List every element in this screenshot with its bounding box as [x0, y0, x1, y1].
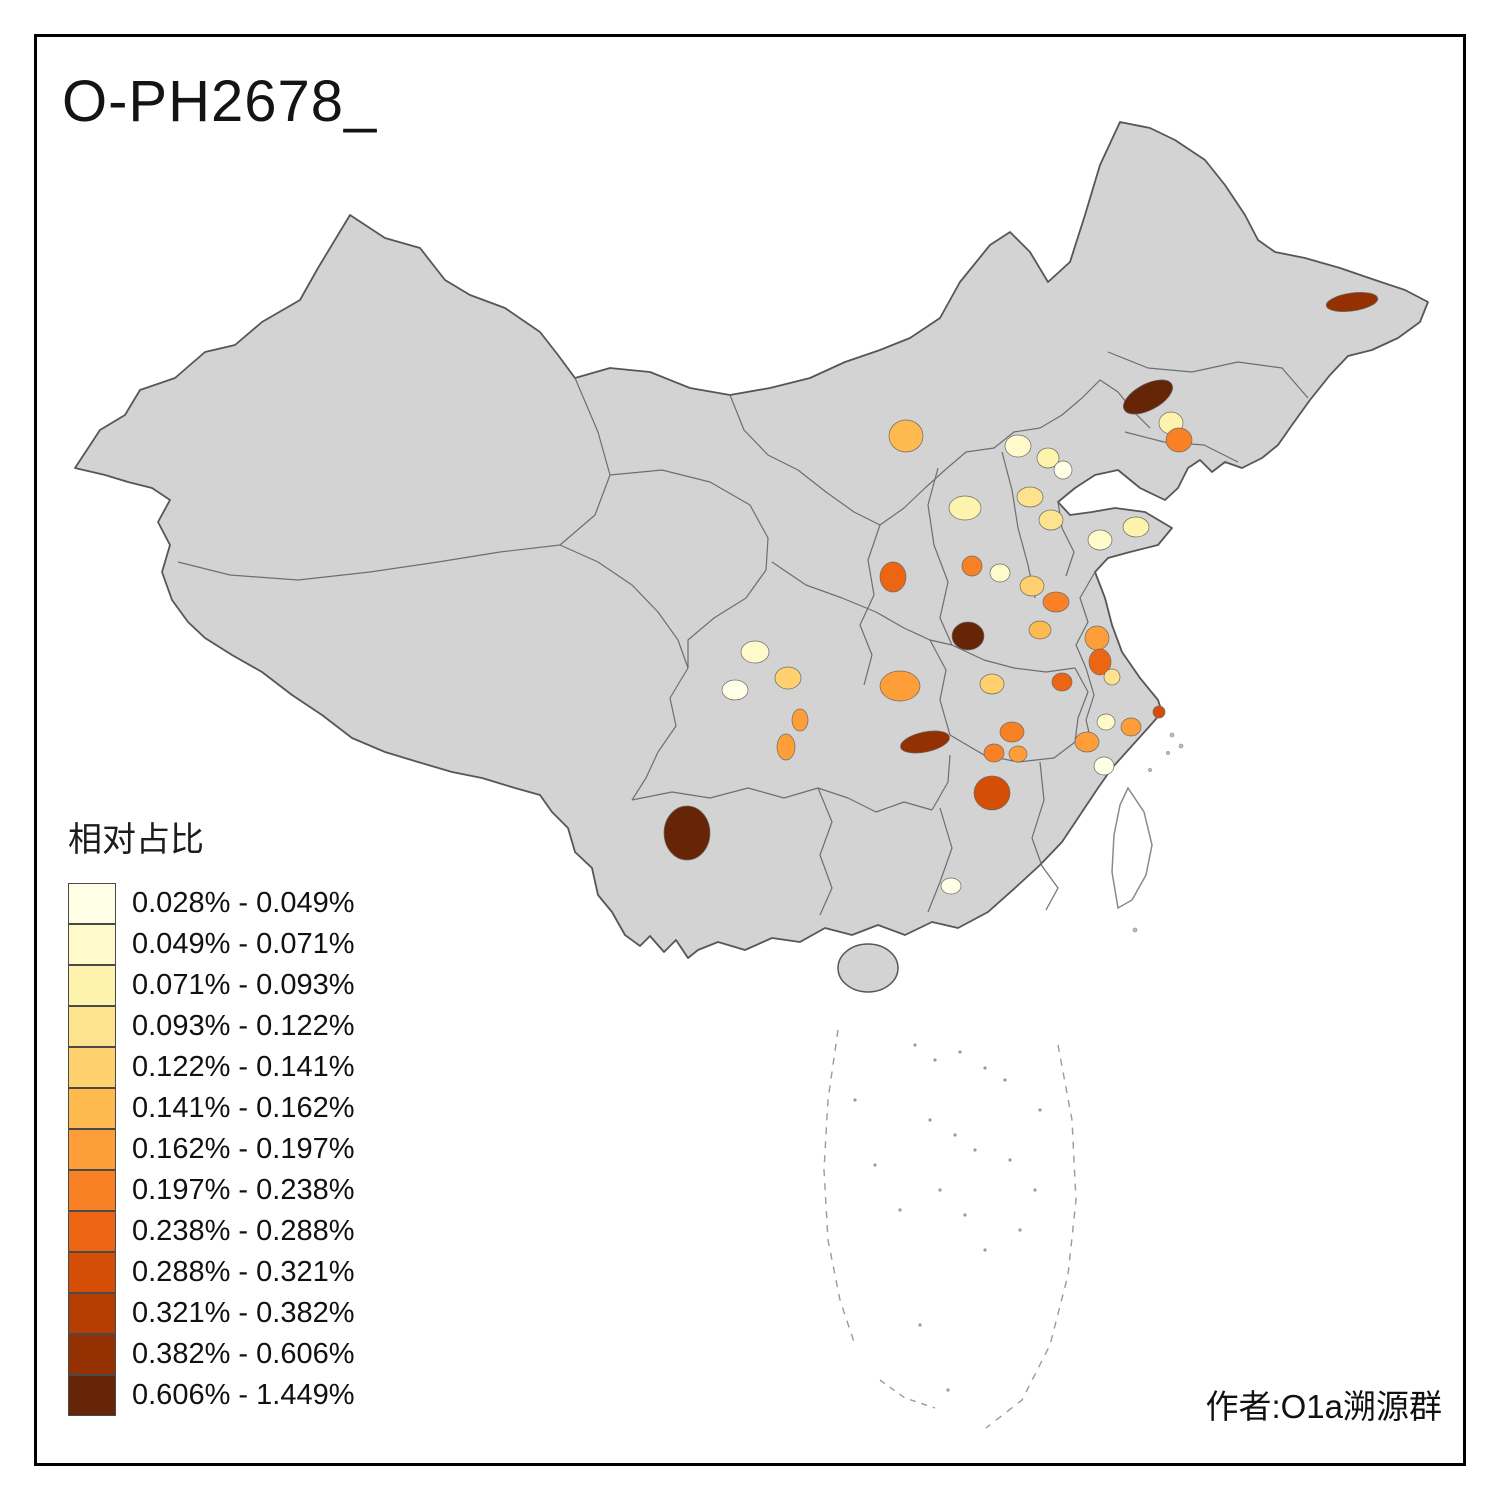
map-region [1093, 756, 1115, 776]
legend-swatch [68, 1088, 116, 1129]
south-china-sea-marks [823, 1029, 1077, 1429]
legend-row: 0.197% - 0.238% [68, 1170, 354, 1211]
map-region [973, 775, 1011, 811]
legend-swatch [68, 1252, 116, 1293]
legend-swatch [68, 924, 116, 965]
map-region [888, 419, 924, 453]
legend-row: 0.028% - 0.049% [68, 883, 354, 924]
map-region [1019, 575, 1045, 597]
map-region [1008, 745, 1028, 763]
map-region [1096, 713, 1116, 731]
map-region [1016, 486, 1044, 508]
legend-row: 0.093% - 0.122% [68, 1006, 354, 1047]
map-region [1122, 516, 1150, 538]
map-region [1053, 460, 1073, 480]
map-region [1123, 379, 1173, 415]
map-region [1152, 705, 1166, 719]
legend-label: 0.382% - 0.606% [132, 1338, 355, 1370]
map-region [1103, 668, 1121, 686]
map-region [1165, 427, 1193, 453]
legend-swatch [68, 1006, 116, 1047]
legend-swatch [68, 883, 116, 924]
map-region [999, 721, 1025, 743]
map-region [879, 561, 907, 593]
coastal-islands [1132, 732, 1184, 933]
map-region [774, 666, 802, 690]
map-region [879, 670, 921, 702]
legend-swatch [68, 1129, 116, 1170]
legend-label: 0.141% - 0.162% [132, 1092, 355, 1124]
legend-swatch [68, 1375, 116, 1416]
map-region [791, 708, 809, 732]
legend-row: 0.321% - 0.382% [68, 1293, 354, 1334]
map-region [948, 495, 982, 521]
legend-label: 0.122% - 0.141% [132, 1051, 355, 1083]
map-region [979, 673, 1005, 695]
map-region [1038, 509, 1064, 531]
legend-row: 0.071% - 0.093% [68, 965, 354, 1006]
legend-label: 0.162% - 0.197% [132, 1133, 355, 1165]
legend-label: 0.028% - 0.049% [132, 887, 355, 919]
legend-swatch [68, 1334, 116, 1375]
legend-label: 0.071% - 0.093% [132, 969, 355, 1001]
page-title: O-PH2678_ [62, 69, 378, 134]
map-region [951, 621, 985, 651]
legend-swatch [68, 1170, 116, 1211]
map-region [1120, 717, 1142, 737]
map-region [900, 730, 950, 754]
map-region [663, 805, 711, 861]
legend-label: 0.321% - 0.382% [132, 1297, 355, 1329]
map-region [776, 733, 796, 761]
map-region [1004, 434, 1032, 458]
legend-swatch [68, 1047, 116, 1088]
map-region [1028, 620, 1052, 640]
legend-row: 0.049% - 0.071% [68, 924, 354, 965]
legend-row: 0.288% - 0.321% [68, 1252, 354, 1293]
legend-row: 0.606% - 1.449% [68, 1375, 354, 1416]
map-region [1074, 731, 1100, 753]
legend-row: 0.162% - 0.197% [68, 1129, 354, 1170]
legend-items: 0.028% - 0.049% 0.049% - 0.071% 0.071% - 0… [68, 883, 354, 1416]
legend-swatch [68, 1211, 116, 1252]
legend-swatch [68, 1293, 116, 1334]
legend-title: 相对占比 [68, 821, 204, 859]
legend-label: 0.288% - 0.321% [132, 1256, 355, 1288]
legend-label: 0.049% - 0.071% [132, 928, 355, 960]
map-region [1325, 292, 1379, 312]
legend-label: 0.197% - 0.238% [132, 1174, 355, 1206]
hainan-island [837, 943, 899, 993]
map-region [721, 679, 749, 701]
map-region [989, 563, 1011, 583]
legend-row: 0.141% - 0.162% [68, 1088, 354, 1129]
legend-label: 0.606% - 1.449% [132, 1379, 355, 1411]
map-region [1042, 591, 1070, 613]
map-region [983, 743, 1005, 763]
map-region [1036, 447, 1060, 469]
author-credit: 作者:O1a溯源群 [1205, 1388, 1442, 1425]
map-region [1088, 648, 1112, 676]
legend-label: 0.093% - 0.122% [132, 1010, 355, 1042]
legend-row: 0.382% - 0.606% [68, 1334, 354, 1375]
map-region [940, 877, 962, 895]
colored-regions [663, 292, 1379, 895]
legend: 相对占比 0.028% - 0.049% 0.049% - 0.071% 0.071… [68, 812, 354, 1416]
map-region [961, 555, 983, 577]
map-region [1084, 625, 1110, 651]
map-region [1087, 529, 1113, 551]
map-region [1051, 672, 1073, 692]
legend-swatch [68, 965, 116, 1006]
map-region [740, 640, 770, 664]
legend-label: 0.238% - 0.288% [132, 1215, 355, 1247]
taiwan-island [1111, 786, 1153, 910]
legend-row: 0.238% - 0.288% [68, 1211, 354, 1252]
legend-row: 0.122% - 0.141% [68, 1047, 354, 1088]
